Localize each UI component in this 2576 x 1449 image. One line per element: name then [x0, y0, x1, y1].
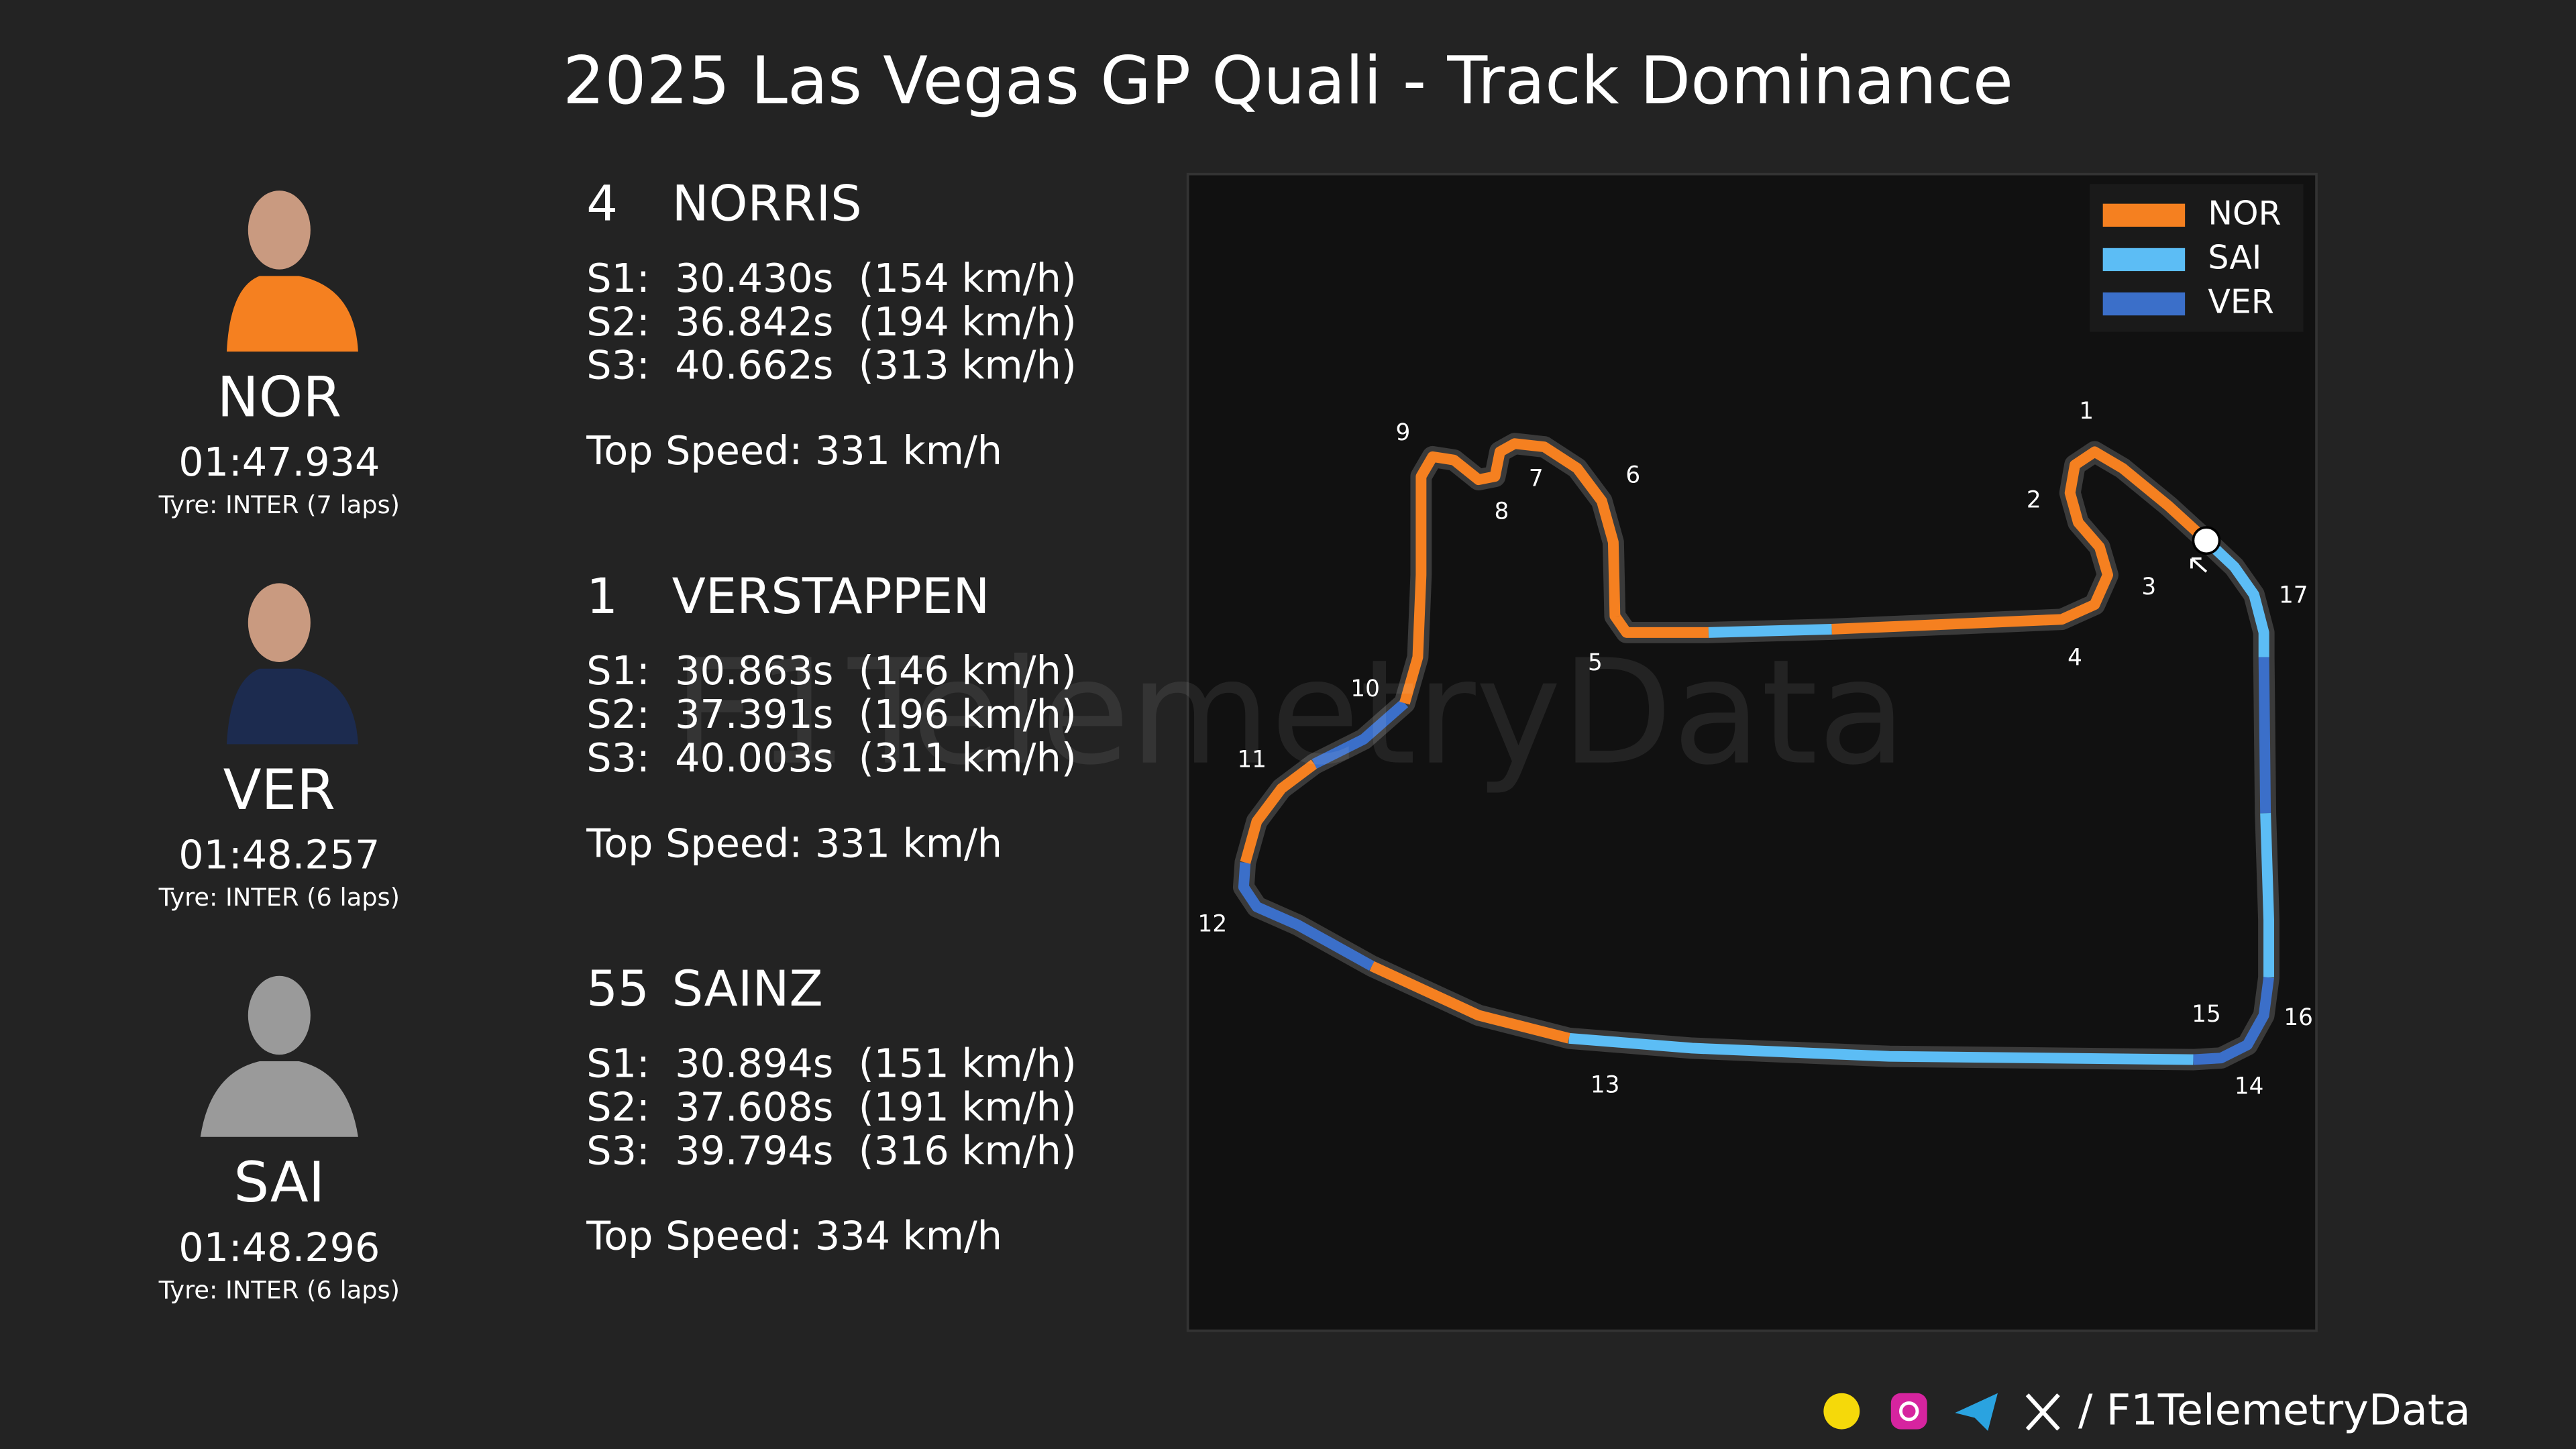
direction-arrow [2190, 557, 2208, 573]
sector: S3: 40.662s (313 km/h) [586, 342, 1076, 388]
legend-swatch [2102, 292, 2186, 316]
footer: / F1TelemetryData [2078, 1386, 2471, 1436]
top-speed: Top Speed: 331 km/h [586, 820, 1002, 866]
turn-label: 7 [1529, 466, 1544, 492]
track-panel [1186, 172, 2318, 1332]
driver-number: 55 [586, 961, 649, 1018]
track-segment [1240, 759, 1318, 864]
legend-label: SAI [2208, 238, 2261, 276]
turn-label: 4 [2068, 645, 2082, 672]
turn-label: 9 [1396, 419, 1411, 446]
turn-label: 13 [1591, 1071, 1620, 1098]
driver-name: NORRIS [672, 176, 862, 233]
legend-label: NOR [2208, 194, 2281, 232]
legend-swatch [2102, 248, 2186, 272]
drivers: NOR 01:47.934 Tyre: INTER (7 laps) 4 NORRIS S… [158, 176, 1077, 1305]
driver-photo-body [226, 276, 358, 352]
legend: NOR SAI VER [2102, 194, 2282, 321]
sector: S2: 37.391s (196 km/h) [586, 691, 1076, 737]
turn-label: 6 [1625, 462, 1640, 489]
driver-number: 1 [586, 568, 618, 625]
driver-name: SAINZ [672, 961, 823, 1018]
track-segment [1369, 961, 1570, 1044]
tyre: Tyre: INTER (6 laps) [158, 883, 400, 912]
driver-code: NOR [217, 364, 341, 429]
turn-label: 17 [2279, 582, 2308, 608]
turn-label: 12 [1198, 910, 1228, 937]
lap-time: 01:48.296 [178, 1224, 380, 1271]
footer-icons [1823, 1393, 2060, 1432]
sector: S3: 40.003s (311 km/h) [586, 735, 1076, 781]
driver-code: SAI [233, 1150, 325, 1215]
start-marker [2192, 526, 2221, 555]
turn-label: 8 [1494, 498, 1509, 525]
sector: S1: 30.863s (146 km/h) [586, 647, 1076, 694]
lap-time: 01:48.257 [178, 831, 380, 877]
track-segment [2260, 813, 2274, 978]
turn-label: 16 [2284, 1004, 2313, 1031]
turn-label: 15 [2192, 1001, 2221, 1028]
driver-photo-head [248, 975, 311, 1055]
turn-label: 10 [1350, 676, 1380, 702]
sector: S2: 36.842s (194 km/h) [586, 299, 1076, 345]
turn-label: 2 [2027, 486, 2041, 513]
tyre: Tyre: INTER (7 laps) [158, 490, 400, 519]
turn-label: 11 [1237, 746, 1267, 773]
turn-label: 1 [2079, 398, 2094, 425]
track-segment [1311, 699, 1409, 769]
tyre: Tyre: INTER (6 laps) [158, 1275, 400, 1304]
track-segment [1238, 862, 1375, 971]
track-segment [1708, 624, 1832, 638]
watermark: F1TelemetryData [673, 629, 1907, 797]
driver-photo-body [200, 1061, 358, 1137]
legend-label: VER [2208, 283, 2273, 321]
title: 2025 Las Vegas GP Quali - Track Dominanc… [563, 43, 2013, 119]
track-segment [2192, 977, 2274, 1065]
sector: S1: 30.430s (154 km/h) [586, 255, 1076, 301]
driver-photo-body [226, 668, 358, 745]
sector: S2: 37.608s (191 km/h) [586, 1083, 1076, 1130]
turn-label: 14 [2235, 1073, 2264, 1100]
turn-label: 5 [1588, 649, 1603, 676]
driver-photo-head [248, 583, 311, 662]
track-segment [1399, 438, 1709, 705]
sector: S3: 39.794s (316 km/h) [586, 1127, 1076, 1173]
driver-code: VER [223, 757, 335, 822]
track-segment [2202, 536, 2269, 657]
driver-number: 4 [586, 176, 618, 233]
track-segment [2258, 657, 2271, 814]
legend-swatch [2102, 203, 2186, 227]
track-segment [1568, 1032, 2194, 1065]
top-speed: Top Speed: 334 km/h [586, 1213, 1002, 1259]
driver-photo-head [248, 191, 311, 270]
lap-time: 01:47.934 [178, 439, 380, 485]
driver-name: VERSTAPPEN [672, 568, 990, 625]
top-speed: Top Speed: 331 km/h [586, 427, 1002, 474]
turn-label: 3 [2141, 574, 2156, 600]
track-segment [1831, 446, 2210, 635]
sector: S1: 30.894s (151 km/h) [586, 1040, 1076, 1086]
